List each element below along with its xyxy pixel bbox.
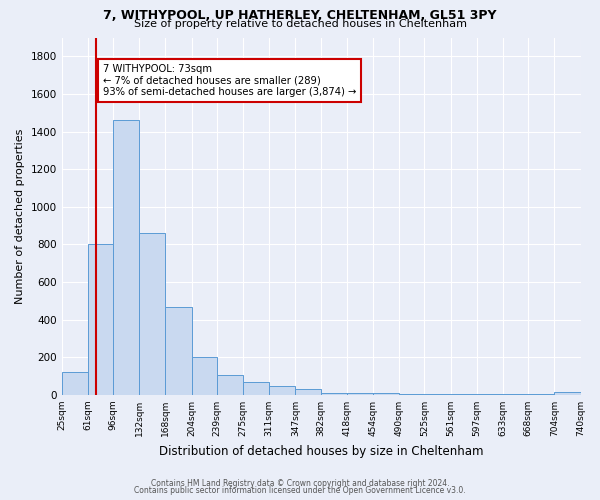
Bar: [243, 382, 269, 395]
Bar: [424, 394, 451, 395]
Bar: [139, 233, 166, 395]
Bar: [269, 386, 295, 395]
Bar: [528, 394, 554, 395]
Text: 7 WITHYPOOL: 73sqm
← 7% of detached houses are smaller (289)
93% of semi-detache: 7 WITHYPOOL: 73sqm ← 7% of detached hous…: [103, 64, 356, 97]
Bar: [321, 393, 347, 395]
Bar: [113, 120, 139, 395]
Bar: [373, 393, 399, 395]
Bar: [451, 394, 477, 395]
Bar: [166, 306, 191, 395]
Bar: [554, 392, 581, 395]
Text: Contains public sector information licensed under the Open Government Licence v3: Contains public sector information licen…: [134, 486, 466, 495]
Bar: [191, 358, 217, 395]
Bar: [503, 394, 528, 395]
Bar: [347, 393, 373, 395]
Y-axis label: Number of detached properties: Number of detached properties: [15, 128, 25, 304]
Bar: [295, 390, 321, 395]
Text: Size of property relative to detached houses in Cheltenham: Size of property relative to detached ho…: [133, 19, 467, 29]
Text: Contains HM Land Registry data © Crown copyright and database right 2024.: Contains HM Land Registry data © Crown c…: [151, 478, 449, 488]
Bar: [399, 394, 424, 395]
X-axis label: Distribution of detached houses by size in Cheltenham: Distribution of detached houses by size …: [159, 444, 484, 458]
Bar: [477, 394, 503, 395]
Bar: [88, 244, 113, 395]
Bar: [62, 372, 88, 395]
Text: 7, WITHYPOOL, UP HATHERLEY, CHELTENHAM, GL51 3PY: 7, WITHYPOOL, UP HATHERLEY, CHELTENHAM, …: [103, 9, 497, 22]
Bar: [217, 375, 243, 395]
